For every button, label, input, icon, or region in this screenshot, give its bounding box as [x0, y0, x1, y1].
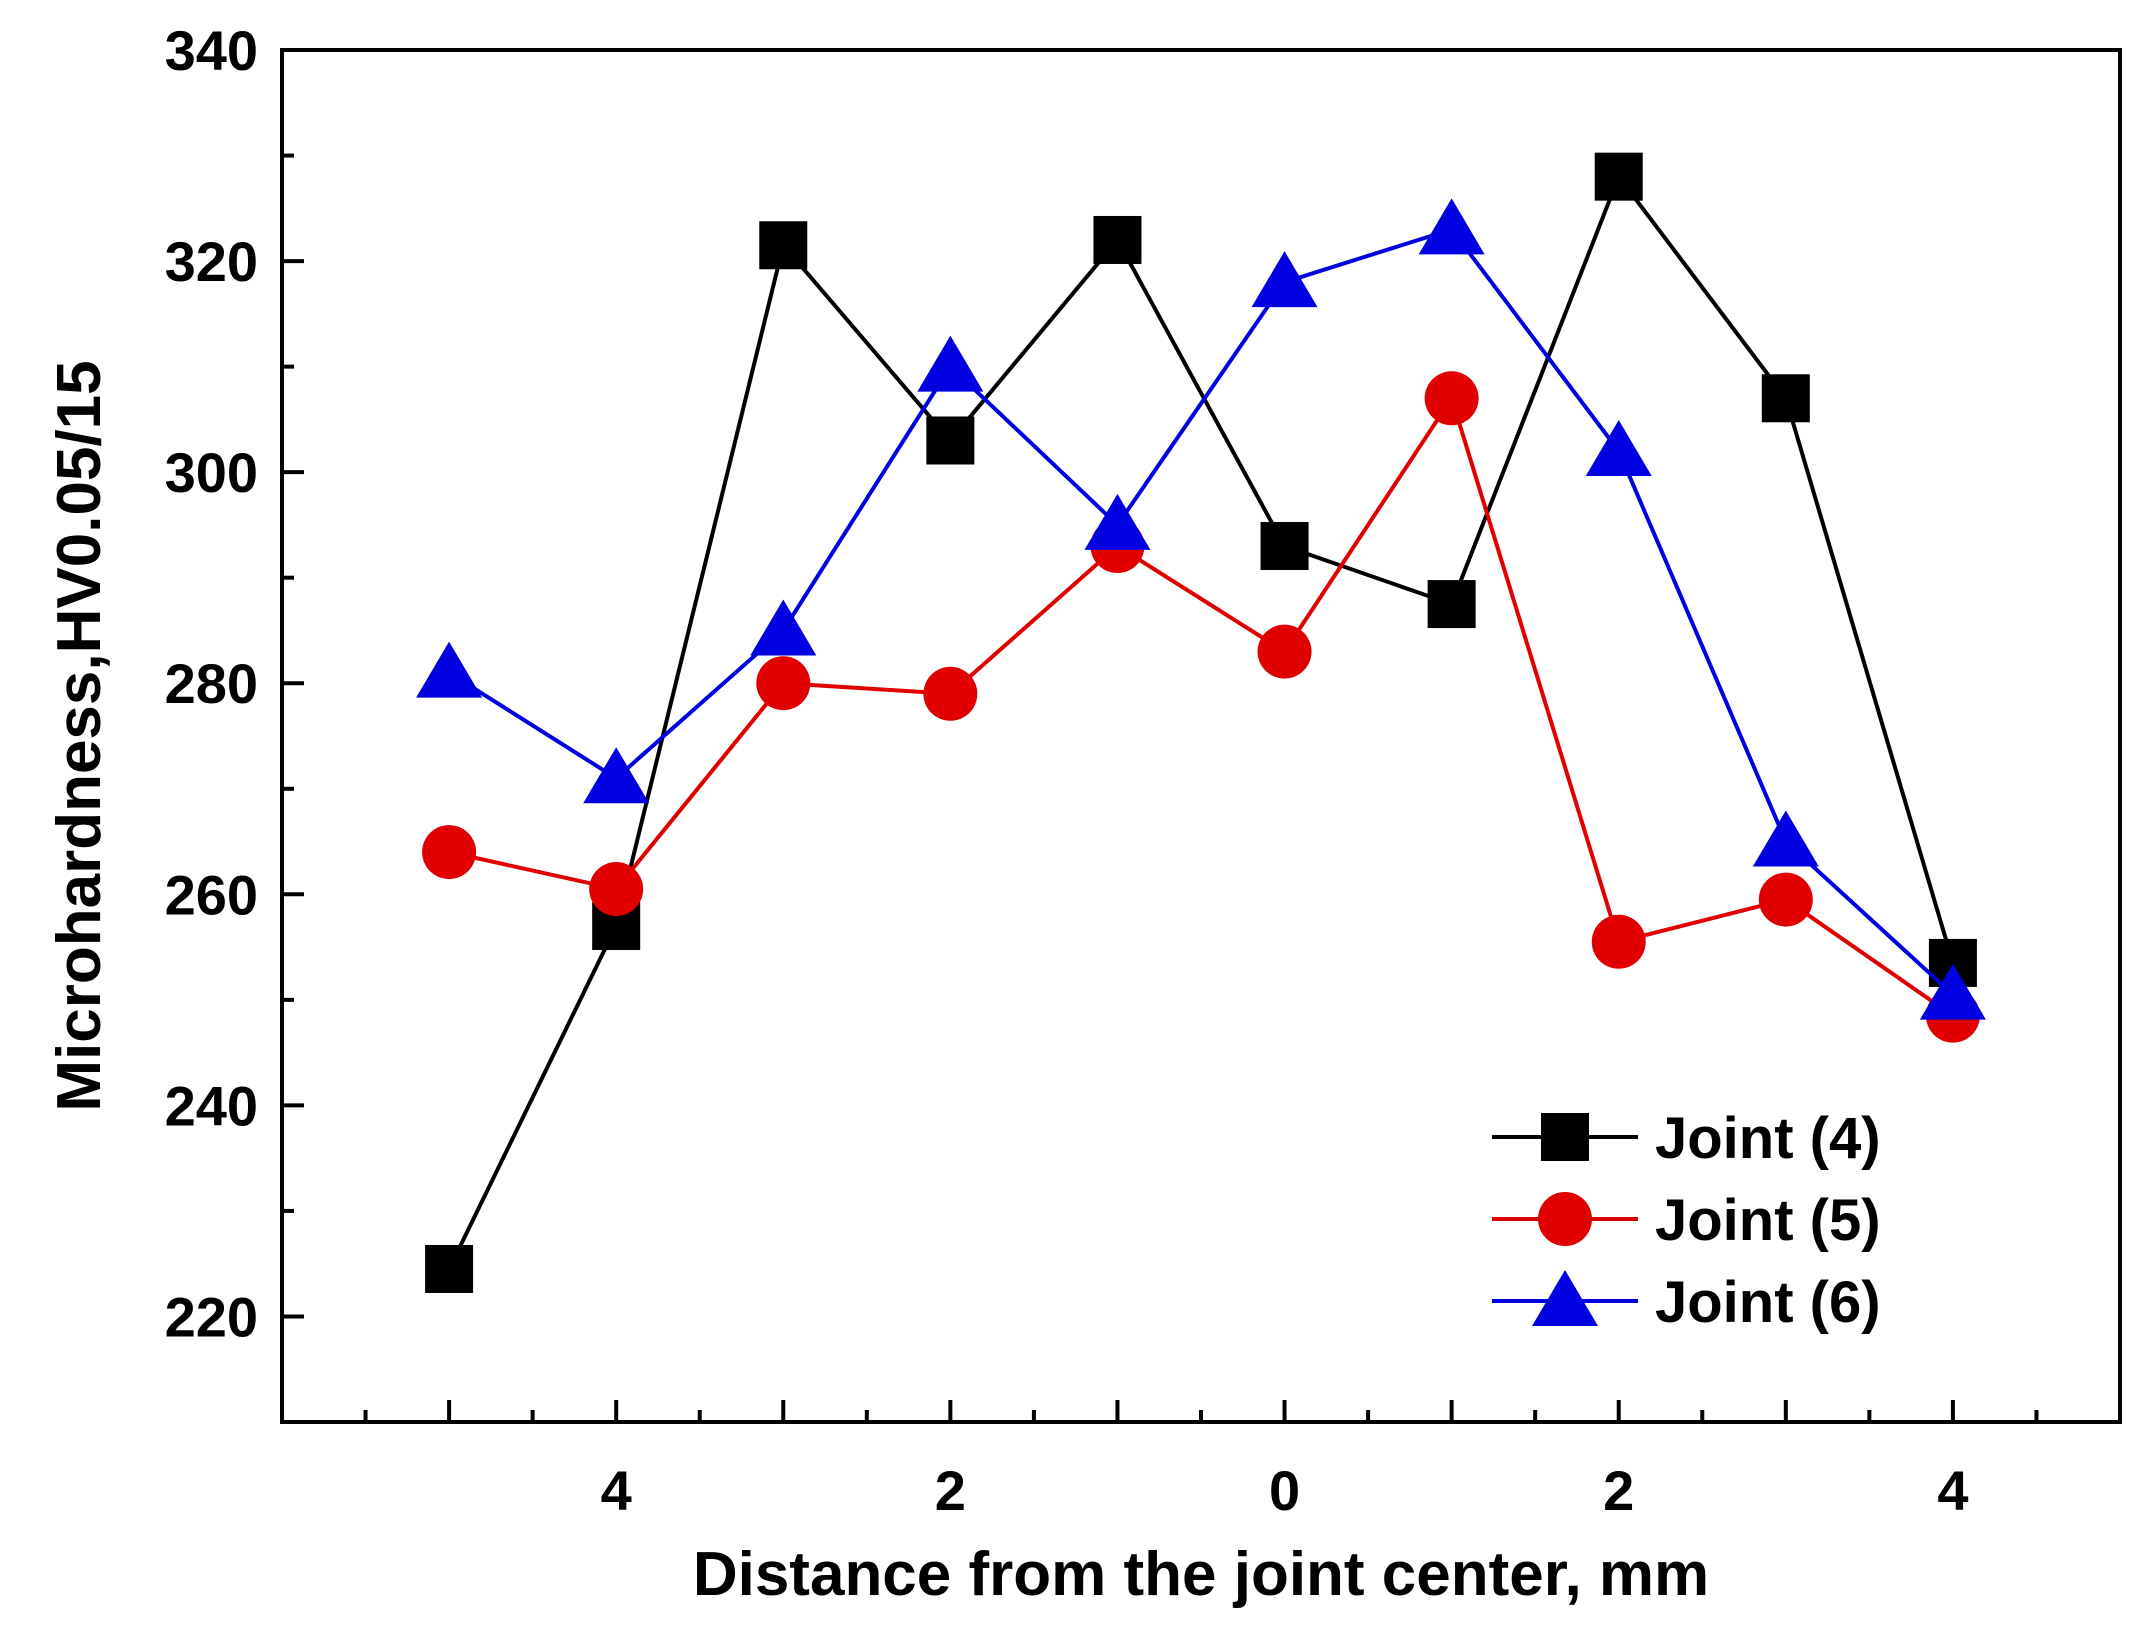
legend-label: Joint (6): [1655, 1270, 1881, 1335]
data-point-circle: [923, 666, 978, 721]
legend-label: Joint (5): [1655, 1188, 1881, 1253]
data-point-circle: [756, 656, 811, 711]
data-point-square: [759, 221, 808, 270]
legend-marker-triangle: [1532, 1270, 1598, 1326]
series-joint-4: [425, 152, 1977, 1293]
series-line: [448, 227, 1955, 997]
data-point-square: [926, 416, 975, 465]
data-point-triangle: [1084, 493, 1151, 550]
x-axis-title: Distance from the joint center, mm: [693, 1540, 1709, 1609]
data-point-square: [1260, 522, 1309, 571]
y-tick-label: 340: [165, 19, 258, 82]
x-tick-label: 4: [601, 1459, 632, 1522]
legend-item: Joint (5): [1492, 1188, 1881, 1253]
data-point-triangle: [1752, 810, 1819, 867]
data-point-circle: [589, 862, 644, 917]
legend-marker-square: [1541, 1113, 1589, 1161]
legend-marker-circle: [1538, 1192, 1592, 1246]
data-point-circle: [1758, 872, 1813, 927]
x-tick-label: 2: [935, 1459, 966, 1522]
data-point-circle: [1257, 624, 1312, 679]
data-point-square: [1427, 580, 1476, 629]
data-point-square: [1093, 215, 1142, 264]
series-layer: [416, 152, 1986, 1293]
y-tick-label: 260: [165, 863, 258, 926]
y-tick-label: 220: [165, 1285, 258, 1348]
x-axis-ticks: 4 2 0 2 4: [363, 1400, 2039, 1522]
data-point-circle: [422, 825, 477, 880]
data-point-triangle: [917, 335, 984, 392]
legend-item: Joint (6): [1492, 1270, 1881, 1335]
legend-label: Joint (4): [1655, 1106, 1881, 1171]
series-line: [447, 172, 1955, 1270]
y-tick-label: 280: [165, 652, 258, 715]
series-joint-5: [422, 371, 1980, 1043]
y-axis-title: Microhardness,HV0.05/15: [45, 360, 114, 1111]
legend: Joint (4) Joint (5) Joint (6): [1492, 1106, 1881, 1335]
data-point-triangle: [416, 641, 483, 698]
data-point-triangle: [1251, 251, 1318, 308]
x-tick-label: 4: [1937, 1459, 1968, 1522]
y-tick-label: 300: [165, 441, 258, 504]
y-axis-ticks: 220 240 260 280 300 320 340: [165, 19, 304, 1348]
y-tick-label: 240: [165, 1074, 258, 1137]
y-tick-label: 320: [165, 230, 258, 293]
data-point-triangle: [1919, 963, 1986, 1020]
data-point-square: [1761, 374, 1810, 423]
series-line: [448, 393, 1955, 1018]
data-point-triangle: [1418, 198, 1485, 255]
data-point-circle: [1591, 914, 1646, 969]
data-point-triangle: [583, 747, 650, 804]
data-point-triangle: [750, 599, 817, 656]
data-point-circle: [1424, 371, 1479, 426]
data-point-square: [1594, 152, 1643, 201]
x-tick-label: 2: [1603, 1459, 1634, 1522]
x-tick-label: 0: [1269, 1459, 1300, 1522]
legend-item: Joint (4): [1492, 1106, 1881, 1171]
series-joint-6: [416, 198, 1986, 1020]
data-point-square: [425, 1244, 474, 1293]
data-point-triangle: [1585, 420, 1652, 477]
